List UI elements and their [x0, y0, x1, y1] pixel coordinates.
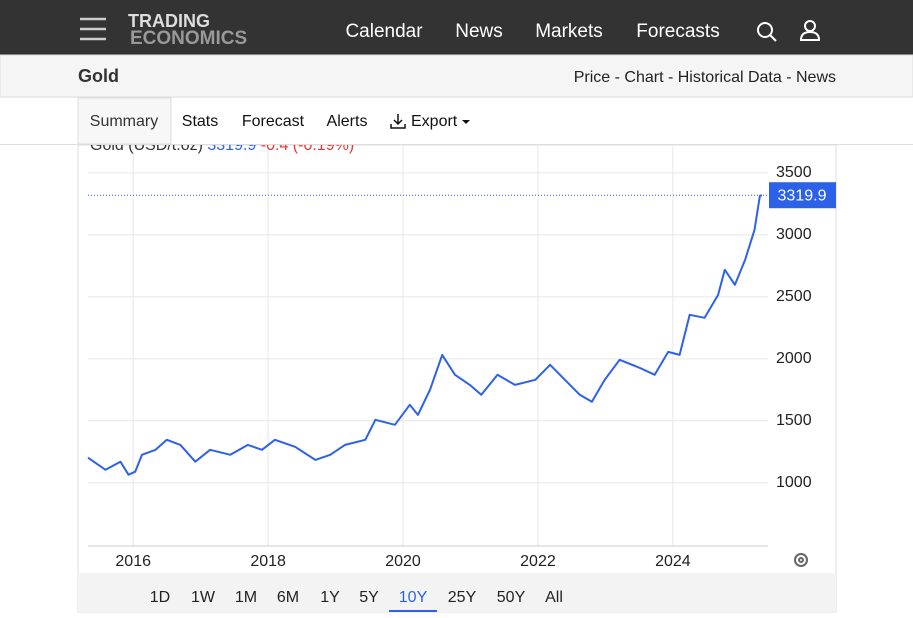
y-tick-label: 1000	[776, 474, 812, 491]
range-button[interactable]: 25Y	[448, 589, 477, 606]
sub-header	[0, 54, 913, 98]
tab[interactable]: Alerts	[327, 113, 368, 130]
y-tick-label: 3500	[776, 164, 812, 181]
gear-hub	[798, 557, 804, 563]
user-icon[interactable]	[799, 20, 821, 41]
range-button[interactable]: 5Y	[359, 589, 379, 606]
x-tick-label: 2022	[520, 553, 556, 570]
tab[interactable]: Export	[411, 113, 458, 130]
range-button[interactable]: 6M	[277, 589, 299, 606]
export-icon[interactable]	[390, 114, 406, 129]
chart-frame	[77, 144, 837, 613]
settings-icon[interactable]	[794, 553, 808, 567]
nav-link[interactable]: Forecasts	[636, 21, 719, 42]
nav-link[interactable]: News	[455, 21, 503, 42]
tab[interactable]: Summary	[90, 113, 158, 130]
logo[interactable]: TRADING	[128, 11, 210, 31]
y-tick-label: 1500	[776, 412, 812, 429]
x-tick-label: 2024	[655, 553, 691, 570]
dropdown-caret[interactable]	[462, 120, 470, 124]
page-title: Gold	[78, 66, 119, 86]
x-tick-label: 2020	[385, 553, 421, 570]
range-button[interactable]: 1W	[191, 589, 216, 606]
x-tick-label: 2018	[250, 553, 286, 570]
chart: 1000 1500 2000 2500 3000 3500 2016 2018 2020 2022…	[77, 137, 837, 613]
range-button[interactable]: 1M	[235, 589, 257, 606]
range-button[interactable]: 1Y	[320, 589, 340, 606]
y-tick-label: 3000	[776, 226, 812, 243]
gear-ring	[794, 553, 808, 567]
x-tick-label: 2016	[115, 553, 151, 570]
tab[interactable]: Forecast	[242, 113, 305, 130]
nav-link[interactable]: Calendar	[345, 21, 423, 42]
tab[interactable]: Stats	[182, 113, 218, 130]
range-button[interactable]: 10Y	[399, 589, 428, 606]
y-tick-label: 2000	[776, 350, 812, 367]
range-button[interactable]: All	[545, 589, 563, 606]
price-line	[87, 194, 763, 476]
y-tick-label: 2500	[776, 288, 812, 305]
nav-bar	[0, 0, 913, 55]
last-price-label: 3319.9	[778, 187, 827, 204]
search-icon[interactable]	[757, 22, 777, 42]
range-button[interactable]: 1D	[150, 589, 170, 606]
logo[interactable]: ECONOMICS	[130, 28, 247, 49]
last-price-box	[769, 182, 836, 209]
range-bar	[78, 573, 836, 612]
nav-link[interactable]: Markets	[535, 21, 603, 42]
range-button[interactable]: 50Y	[497, 589, 526, 606]
menu-icon[interactable]	[80, 17, 106, 41]
tab-active[interactable]	[77, 97, 172, 145]
header-links[interactable]: Price - Chart - Historical Data - News	[574, 69, 836, 86]
